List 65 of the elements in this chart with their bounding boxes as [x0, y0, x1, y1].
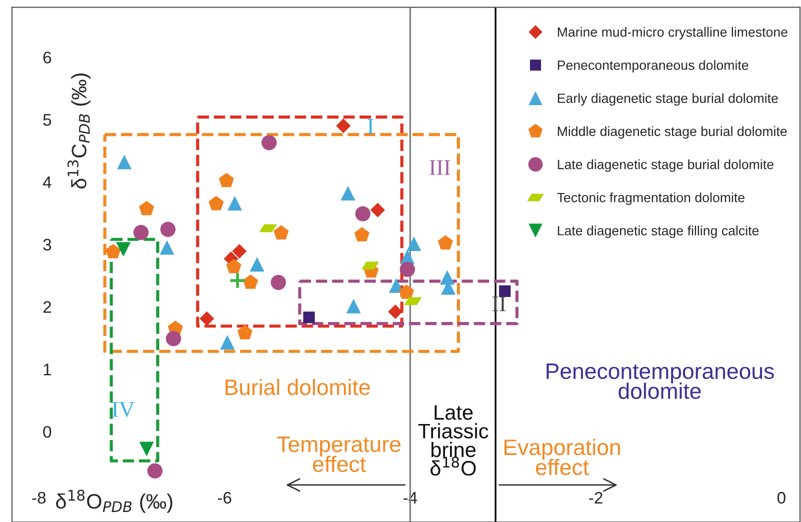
legend-label: Late diagenetic stage filling calcite	[558, 226, 759, 238]
point	[398, 284, 414, 299]
point	[133, 224, 149, 240]
point	[237, 325, 252, 340]
point	[147, 463, 163, 478]
y-tick-label: 3	[43, 238, 52, 251]
point	[355, 206, 370, 222]
point	[303, 312, 315, 324]
point	[208, 196, 224, 210]
x-tick-label: -8	[32, 492, 46, 504]
point	[117, 154, 132, 170]
point	[160, 240, 174, 255]
point	[340, 186, 356, 200]
point	[200, 311, 214, 326]
legend-label: Tectonic fragmentation dolomite	[557, 192, 744, 205]
x-axis-title: δ$^{18}$O$_{PDB}$ (‰)	[56, 490, 172, 513]
point	[261, 135, 277, 150]
y-tick-label: 4	[42, 176, 52, 188]
legend-label: Marine mud-micro crystalline limestone	[558, 27, 788, 40]
point	[220, 335, 235, 350]
y-axis-title: δ$^{13}$C$_{PDB}$ (‰)	[67, 74, 91, 189]
point	[270, 274, 286, 290]
point	[106, 244, 121, 258]
legend-label: Early diagenetic stage burial dolomite	[558, 93, 778, 106]
point	[274, 225, 289, 240]
annotation: III	[430, 160, 450, 175]
x-tick-label: 0	[777, 492, 786, 504]
point	[388, 304, 403, 320]
point	[406, 236, 422, 252]
point	[400, 262, 415, 277]
point	[250, 257, 264, 272]
annotation: Late Triassic brine δ$^{18}$O	[418, 405, 488, 476]
annotation: IV	[112, 402, 135, 418]
point	[232, 244, 247, 259]
point	[218, 172, 234, 188]
legend-label: Middle diagenetic stage burial dolomite	[558, 126, 787, 139]
point	[160, 222, 176, 238]
point	[228, 272, 246, 290]
point	[139, 442, 154, 456]
y-tick-label: 5	[43, 114, 52, 126]
point	[139, 200, 154, 216]
point	[346, 298, 361, 314]
point	[166, 330, 182, 346]
point	[438, 235, 453, 250]
point	[336, 118, 351, 134]
legend-label: Late diagenetic stage burial dolomite	[558, 159, 774, 172]
annotation: Temperature effect	[277, 436, 400, 472]
annotation: Penecontemporaneous dolomite	[546, 364, 774, 399]
point	[116, 242, 131, 257]
legend-label: Penecontemporaneous dolomite	[558, 60, 748, 73]
point	[370, 202, 385, 218]
y-tick-label: 0	[43, 426, 52, 438]
annotation: Burial dolomite	[226, 378, 370, 396]
annotation: Evaporation effect	[504, 438, 620, 476]
point	[226, 258, 242, 274]
point	[354, 227, 370, 242]
annotation: I	[368, 119, 374, 134]
y-tick-label: 2	[43, 301, 51, 313]
y-tick-label: 1	[44, 364, 52, 376]
point	[499, 285, 511, 297]
point	[243, 274, 258, 289]
x-tick-label: -2	[589, 492, 602, 504]
x-tick-label: -6	[218, 492, 232, 504]
point	[227, 196, 242, 210]
y-tick-label: 6	[43, 52, 52, 64]
